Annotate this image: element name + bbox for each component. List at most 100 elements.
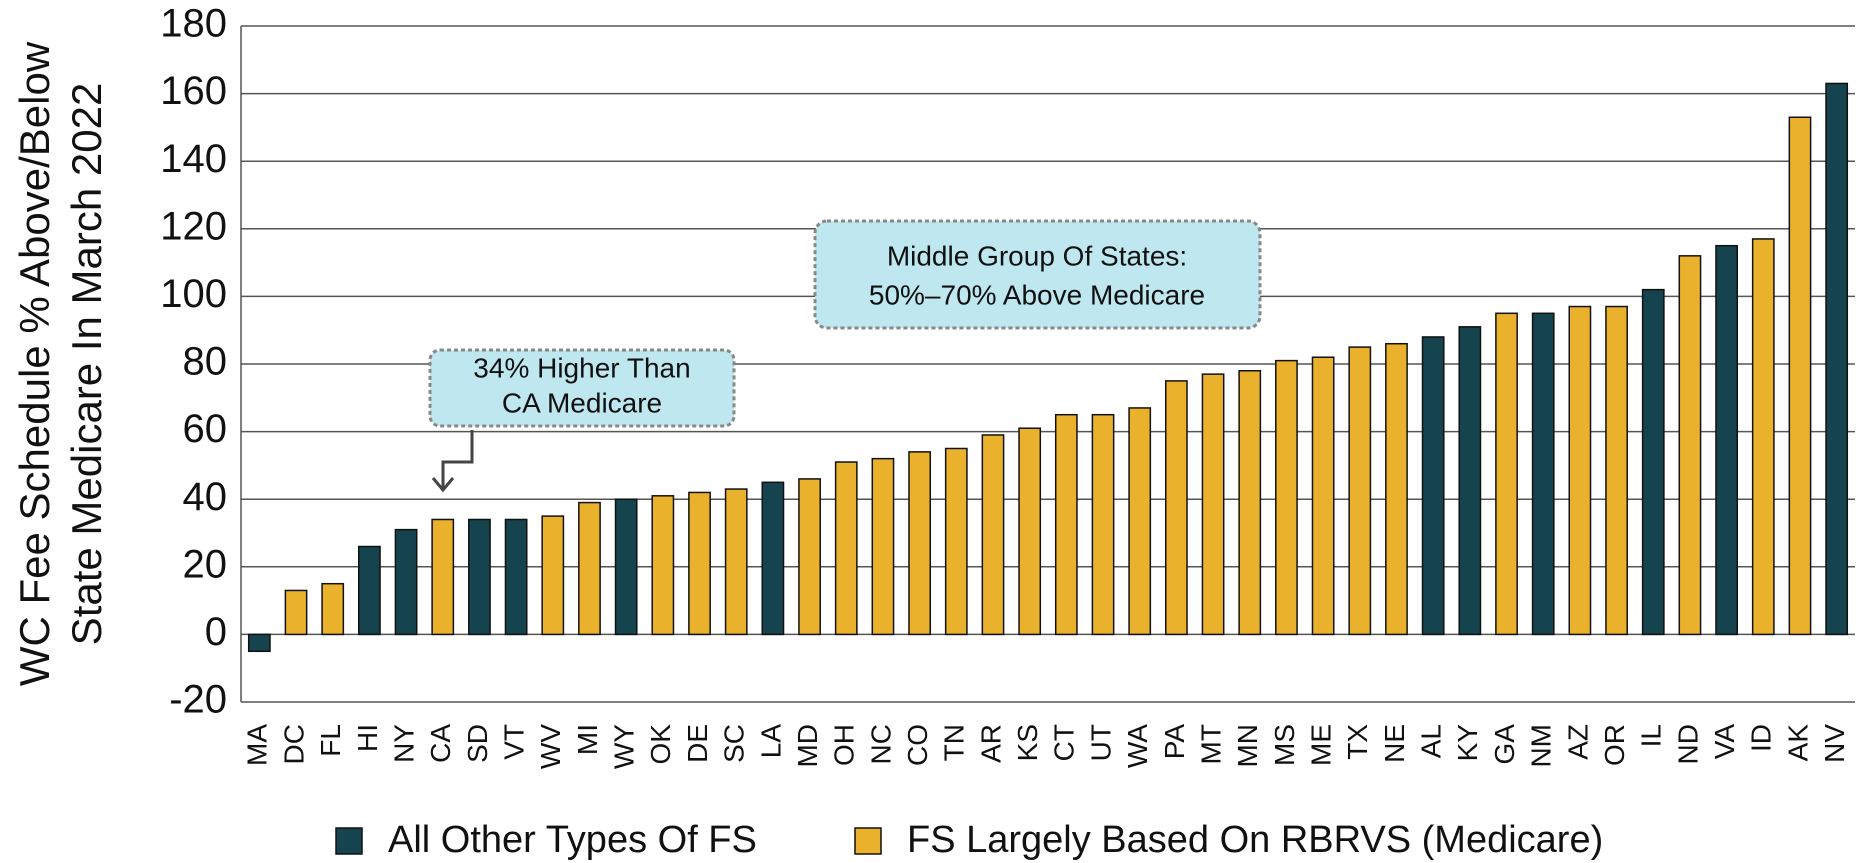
annotation: 34% Higher Than CA Medicare <box>428 348 736 493</box>
x-tick-label: AK <box>1782 724 1813 762</box>
bar <box>578 501 601 636</box>
y-tick-label: 120 <box>160 204 227 248</box>
y-tick-label: 60 <box>183 407 228 451</box>
bar <box>1751 238 1775 636</box>
x-tick-label: DC <box>278 724 309 764</box>
x-tick-label: FL <box>315 724 346 757</box>
bar <box>1348 346 1372 636</box>
bar <box>1164 380 1188 636</box>
bar <box>724 488 748 636</box>
bar <box>1128 407 1152 636</box>
x-tick-label: ID <box>1746 724 1777 752</box>
legend-label: All Other Types Of FS <box>388 819 757 861</box>
x-tick-label: ND <box>1672 724 1703 764</box>
x-tick-label: NC <box>865 724 896 764</box>
annotation-text: CA Medicare <box>502 387 662 418</box>
legend-swatch <box>854 827 882 855</box>
bar <box>908 451 932 636</box>
x-tick-label: MA <box>242 724 273 766</box>
x-tick-label: CO <box>902 724 933 766</box>
x-tick-label: HI <box>352 724 383 752</box>
y-tick-label: 160 <box>160 69 227 113</box>
x-tick-label: VT <box>499 724 530 760</box>
x-tick-label: PA <box>1159 724 1190 760</box>
x-tick-label: CT <box>1049 724 1080 761</box>
bar <box>1311 356 1335 636</box>
bar <box>1458 326 1482 636</box>
legend-swatch <box>335 827 363 855</box>
x-tick-label: NE <box>1379 724 1410 763</box>
x-tick-label: AR <box>975 724 1006 763</box>
bar <box>247 633 271 653</box>
y-axis-title: State Medicare In March 2022 <box>63 83 110 646</box>
x-tick-label: WV <box>535 724 566 769</box>
x-tick-label: OH <box>829 724 860 766</box>
bar <box>468 518 491 636</box>
x-tick-label: SC <box>719 724 750 763</box>
x-tick-label: WA <box>1122 724 1153 768</box>
bars <box>247 82 1849 653</box>
bar <box>1568 305 1592 636</box>
annotation-box <box>428 348 736 428</box>
x-tick-label: MN <box>1232 724 1263 768</box>
bar <box>357 545 381 636</box>
x-tick-label: AL <box>1416 724 1447 758</box>
bar <box>1421 336 1445 636</box>
y-tick-label: 0 <box>205 610 227 654</box>
x-tick-label: CA <box>425 724 456 763</box>
y-tick-label: 180 <box>160 2 227 46</box>
bar <box>1715 244 1739 636</box>
x-tick-label: VA <box>1709 724 1740 760</box>
bar <box>614 498 638 636</box>
x-tick-label: MI <box>572 724 603 755</box>
x-tick-label: OR <box>1599 724 1630 766</box>
bar <box>1605 305 1628 636</box>
x-tick-label: AZ <box>1562 724 1593 760</box>
x-tick-label: KS <box>1012 724 1043 761</box>
x-tick-label: DE <box>682 724 713 763</box>
x-tick-label: ME <box>1306 724 1337 766</box>
y-tick-label: -20 <box>169 678 227 722</box>
x-tick-label: GA <box>1489 724 1520 765</box>
bar <box>1238 370 1262 636</box>
bar <box>1018 427 1042 636</box>
annotation-text: 50%–70% Above Medicare <box>869 279 1205 310</box>
bar <box>1275 359 1298 636</box>
y-tick-label: 100 <box>160 272 227 316</box>
x-tick-label: MT <box>1195 724 1226 764</box>
annotation-arrowhead <box>431 477 455 493</box>
bar <box>651 495 675 636</box>
bar <box>1641 288 1665 636</box>
bar <box>1825 82 1849 636</box>
x-tick-label: NY <box>388 724 419 763</box>
x-tick-label: UT <box>1085 724 1116 761</box>
x-tick-label: MD <box>792 724 823 768</box>
bar <box>321 582 345 636</box>
x-tick-label: WY <box>609 724 640 769</box>
bar <box>1054 413 1078 636</box>
bar <box>394 528 418 636</box>
bar <box>1788 116 1812 636</box>
bar <box>1201 373 1225 636</box>
bar <box>1091 413 1115 636</box>
bar <box>1385 342 1408 636</box>
x-tick-label: TX <box>1342 724 1373 760</box>
x-tick-label: NM <box>1526 724 1557 768</box>
bar <box>871 457 895 636</box>
x-tick-label: OK <box>645 724 676 765</box>
y-axis-title: WC Fee Schedule % Above/Below <box>11 41 58 686</box>
x-tick-label: MS <box>1269 724 1300 766</box>
bar <box>1495 312 1518 636</box>
bar <box>834 461 858 636</box>
y-tick-label: 80 <box>183 340 228 384</box>
bar <box>1678 255 1702 636</box>
bar <box>431 518 455 636</box>
bar <box>798 478 821 636</box>
bar <box>284 589 308 636</box>
y-tick-label: 40 <box>183 475 228 519</box>
y-tick-label: 20 <box>183 542 228 586</box>
annotation: Middle Group Of States: 50%–70% Above Me… <box>813 219 1262 330</box>
legend: All Other Types Of FS FS Largely Based On… <box>335 819 1603 861</box>
bar <box>688 491 711 636</box>
